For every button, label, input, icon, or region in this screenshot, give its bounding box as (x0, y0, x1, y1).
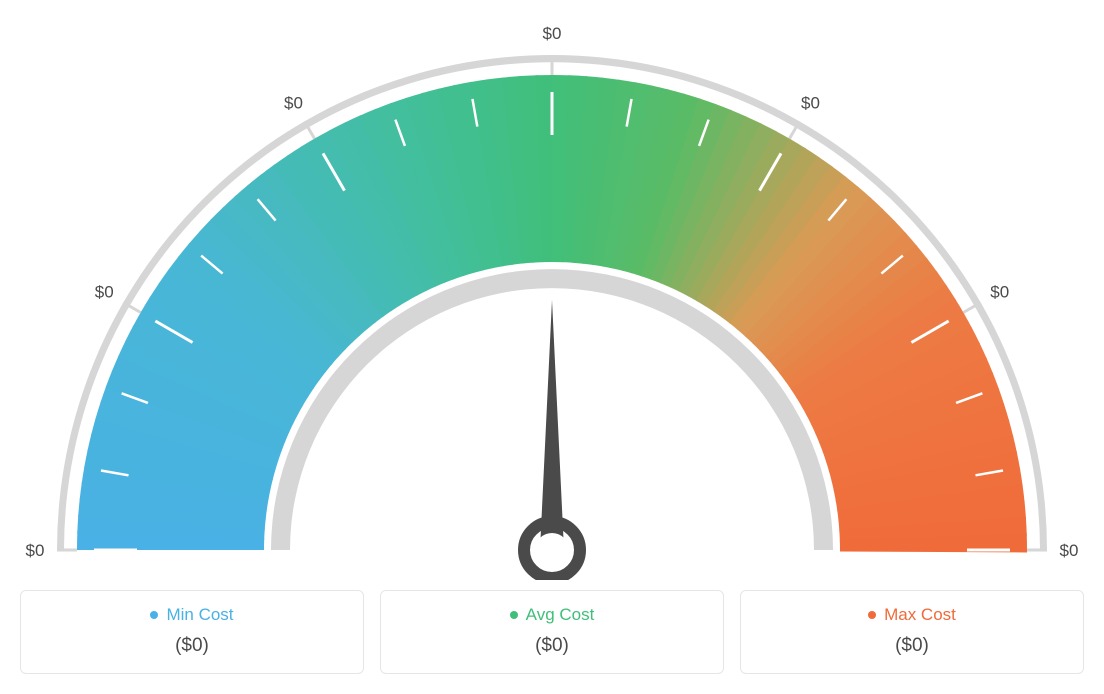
svg-text:$0: $0 (801, 93, 820, 112)
cost-gauge-widget: $0 $0 $0 $0 $0 $0 $0 Min Cost ($0) Avg Cost ($… (20, 20, 1084, 674)
legend-dot-avg (510, 611, 518, 619)
legend-dot-min (150, 611, 158, 619)
legend-label-min: Min Cost (166, 605, 233, 625)
legend-value-min: ($0) (31, 635, 353, 657)
svg-text:$0: $0 (1060, 541, 1079, 560)
legend-value-max: ($0) (751, 635, 1073, 657)
svg-text:$0: $0 (990, 283, 1009, 302)
legend-card-max: Max Cost ($0) (740, 590, 1084, 674)
svg-text:$0: $0 (95, 283, 114, 302)
legend-card-min: Min Cost ($0) (20, 590, 364, 674)
legend-row: Min Cost ($0) Avg Cost ($0) Max Cost ($0… (20, 590, 1084, 674)
svg-text:$0: $0 (26, 541, 45, 560)
legend-label-avg: Avg Cost (526, 605, 595, 625)
legend-value-avg: ($0) (391, 635, 713, 657)
legend-title-avg: Avg Cost (391, 605, 713, 625)
legend-title-max: Max Cost (751, 605, 1073, 625)
gauge-svg: $0 $0 $0 $0 $0 $0 $0 (20, 20, 1084, 580)
legend-title-min: Min Cost (31, 605, 353, 625)
legend-card-avg: Avg Cost ($0) (380, 590, 724, 674)
legend-dot-max (868, 611, 876, 619)
gauge-chart: $0 $0 $0 $0 $0 $0 $0 (20, 20, 1084, 580)
svg-text:$0: $0 (284, 93, 303, 112)
svg-text:$0: $0 (543, 24, 562, 43)
legend-label-max: Max Cost (884, 605, 956, 625)
